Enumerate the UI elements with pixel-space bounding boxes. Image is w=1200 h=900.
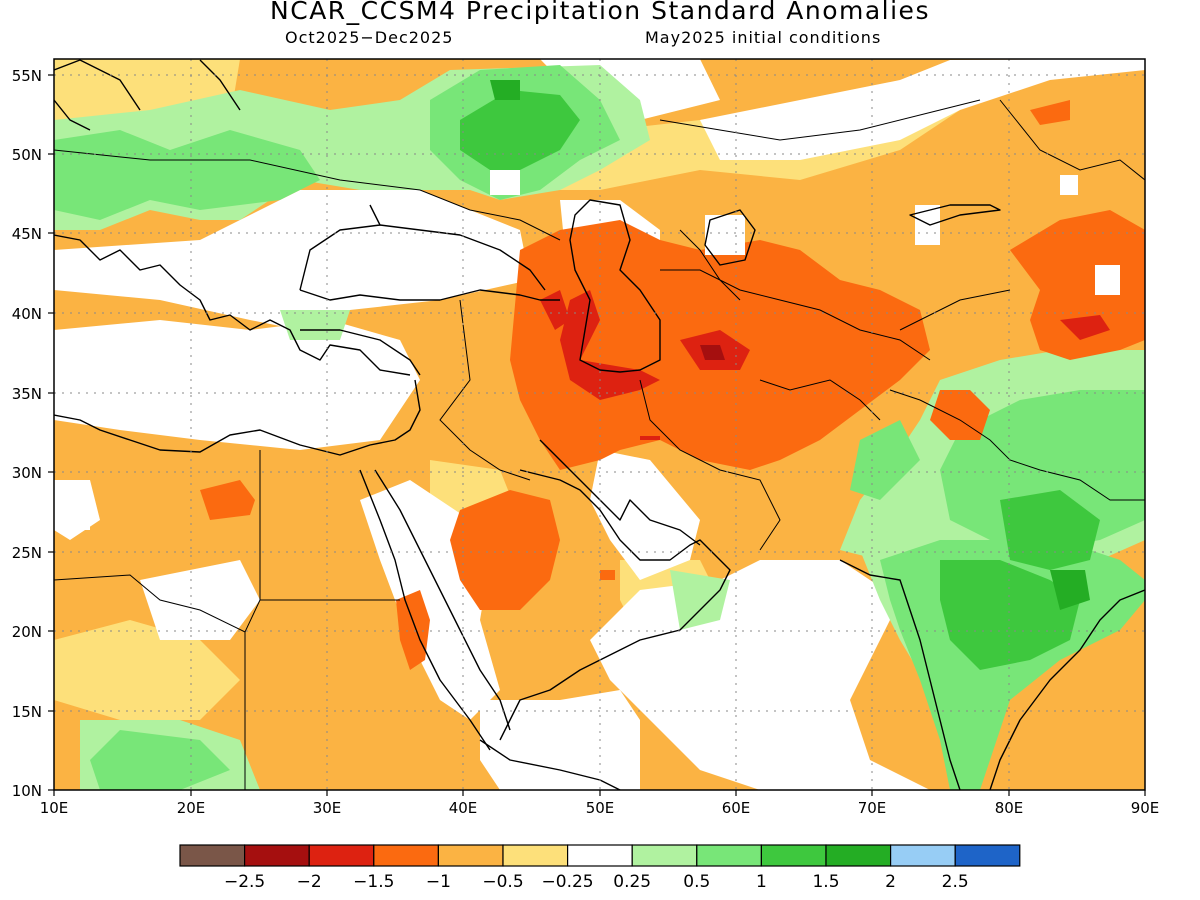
legend-swatch — [502, 844, 569, 867]
tick-marks — [48, 74, 1146, 796]
legend-label: 0.25 — [613, 872, 651, 892]
legend-label: −1 — [426, 872, 451, 892]
lat-label: 10N — [12, 782, 42, 800]
legend-label: −2 — [297, 872, 322, 892]
legend-label: −0.5 — [482, 872, 523, 892]
legend-swatch — [308, 844, 375, 867]
lat-label: 30N — [12, 464, 42, 482]
forecast-period: Oct2025−Dec2025 — [285, 28, 454, 47]
lat-label: 35N — [12, 385, 42, 403]
legend-swatch — [566, 844, 633, 867]
legend-swatch — [889, 844, 956, 867]
lat-label: 40N — [12, 305, 42, 323]
legend-labels: −2.5 −2 −1.5 −1 −0.5 −0.25 0.25 0.5 1 1.5 2 2.5 — [224, 872, 969, 892]
lon-label: 60E — [722, 799, 751, 817]
legend-swatch — [954, 844, 1021, 867]
anomaly-field — [54, 59, 1145, 790]
legend-swatch — [631, 844, 698, 867]
anomaly-mid-green — [460, 90, 1100, 670]
lon-label: 70E — [858, 799, 887, 817]
legend-label: 2 — [885, 872, 896, 892]
lon-label: 80E — [995, 799, 1024, 817]
lon-label: 30E — [313, 799, 342, 817]
legend-swatch — [244, 844, 310, 867]
legend-swatch — [760, 844, 827, 867]
lon-label: 90E — [1131, 799, 1160, 817]
latitude-labels: 55N 50N 45N 40N 35N 30N 25N 20N 15N 10N — [12, 67, 42, 800]
grid-lines — [54, 59, 1145, 790]
legend-swatch — [373, 844, 439, 867]
anomaly-near-normal-blocks — [60, 170, 1120, 530]
lon-label: 20E — [177, 799, 206, 817]
legend-label: −1.5 — [353, 872, 394, 892]
initial-conditions: May2025 initial conditions — [645, 28, 882, 47]
legend-label: −0.25 — [542, 872, 594, 892]
color-legend — [179, 844, 1021, 867]
legend-label: 2.5 — [942, 872, 969, 892]
lat-label: 15N — [12, 703, 42, 721]
legend-swatch — [696, 844, 762, 867]
lat-label: 20N — [12, 623, 42, 641]
lat-label: 45N — [12, 225, 42, 243]
lat-label: 25N — [12, 544, 42, 562]
lon-label: 40E — [449, 799, 478, 817]
legend-swatch — [437, 844, 504, 867]
legend-swatch — [179, 844, 246, 867]
map-title: NCAR_CCSM4 Precipitation Standard Anomal… — [270, 0, 930, 25]
longitude-labels: 10E 20E 30E 40E 50E 60E 70E 80E 90E — [40, 799, 1160, 817]
legend-swatch — [825, 844, 892, 867]
legend-label: 1 — [756, 872, 767, 892]
coastlines — [54, 59, 1145, 790]
legend-label: 0.5 — [683, 872, 710, 892]
lon-label: 10E — [40, 799, 69, 817]
lon-label: 50E — [586, 799, 615, 817]
lat-label: 55N — [12, 67, 42, 85]
lat-label: 50N — [12, 146, 42, 164]
anomaly-dark-red — [700, 345, 725, 360]
anomaly-dark-green — [490, 80, 1090, 610]
legend-label: −2.5 — [224, 872, 265, 892]
country-borders — [54, 99, 1145, 790]
legend-label: 1.5 — [812, 872, 839, 892]
